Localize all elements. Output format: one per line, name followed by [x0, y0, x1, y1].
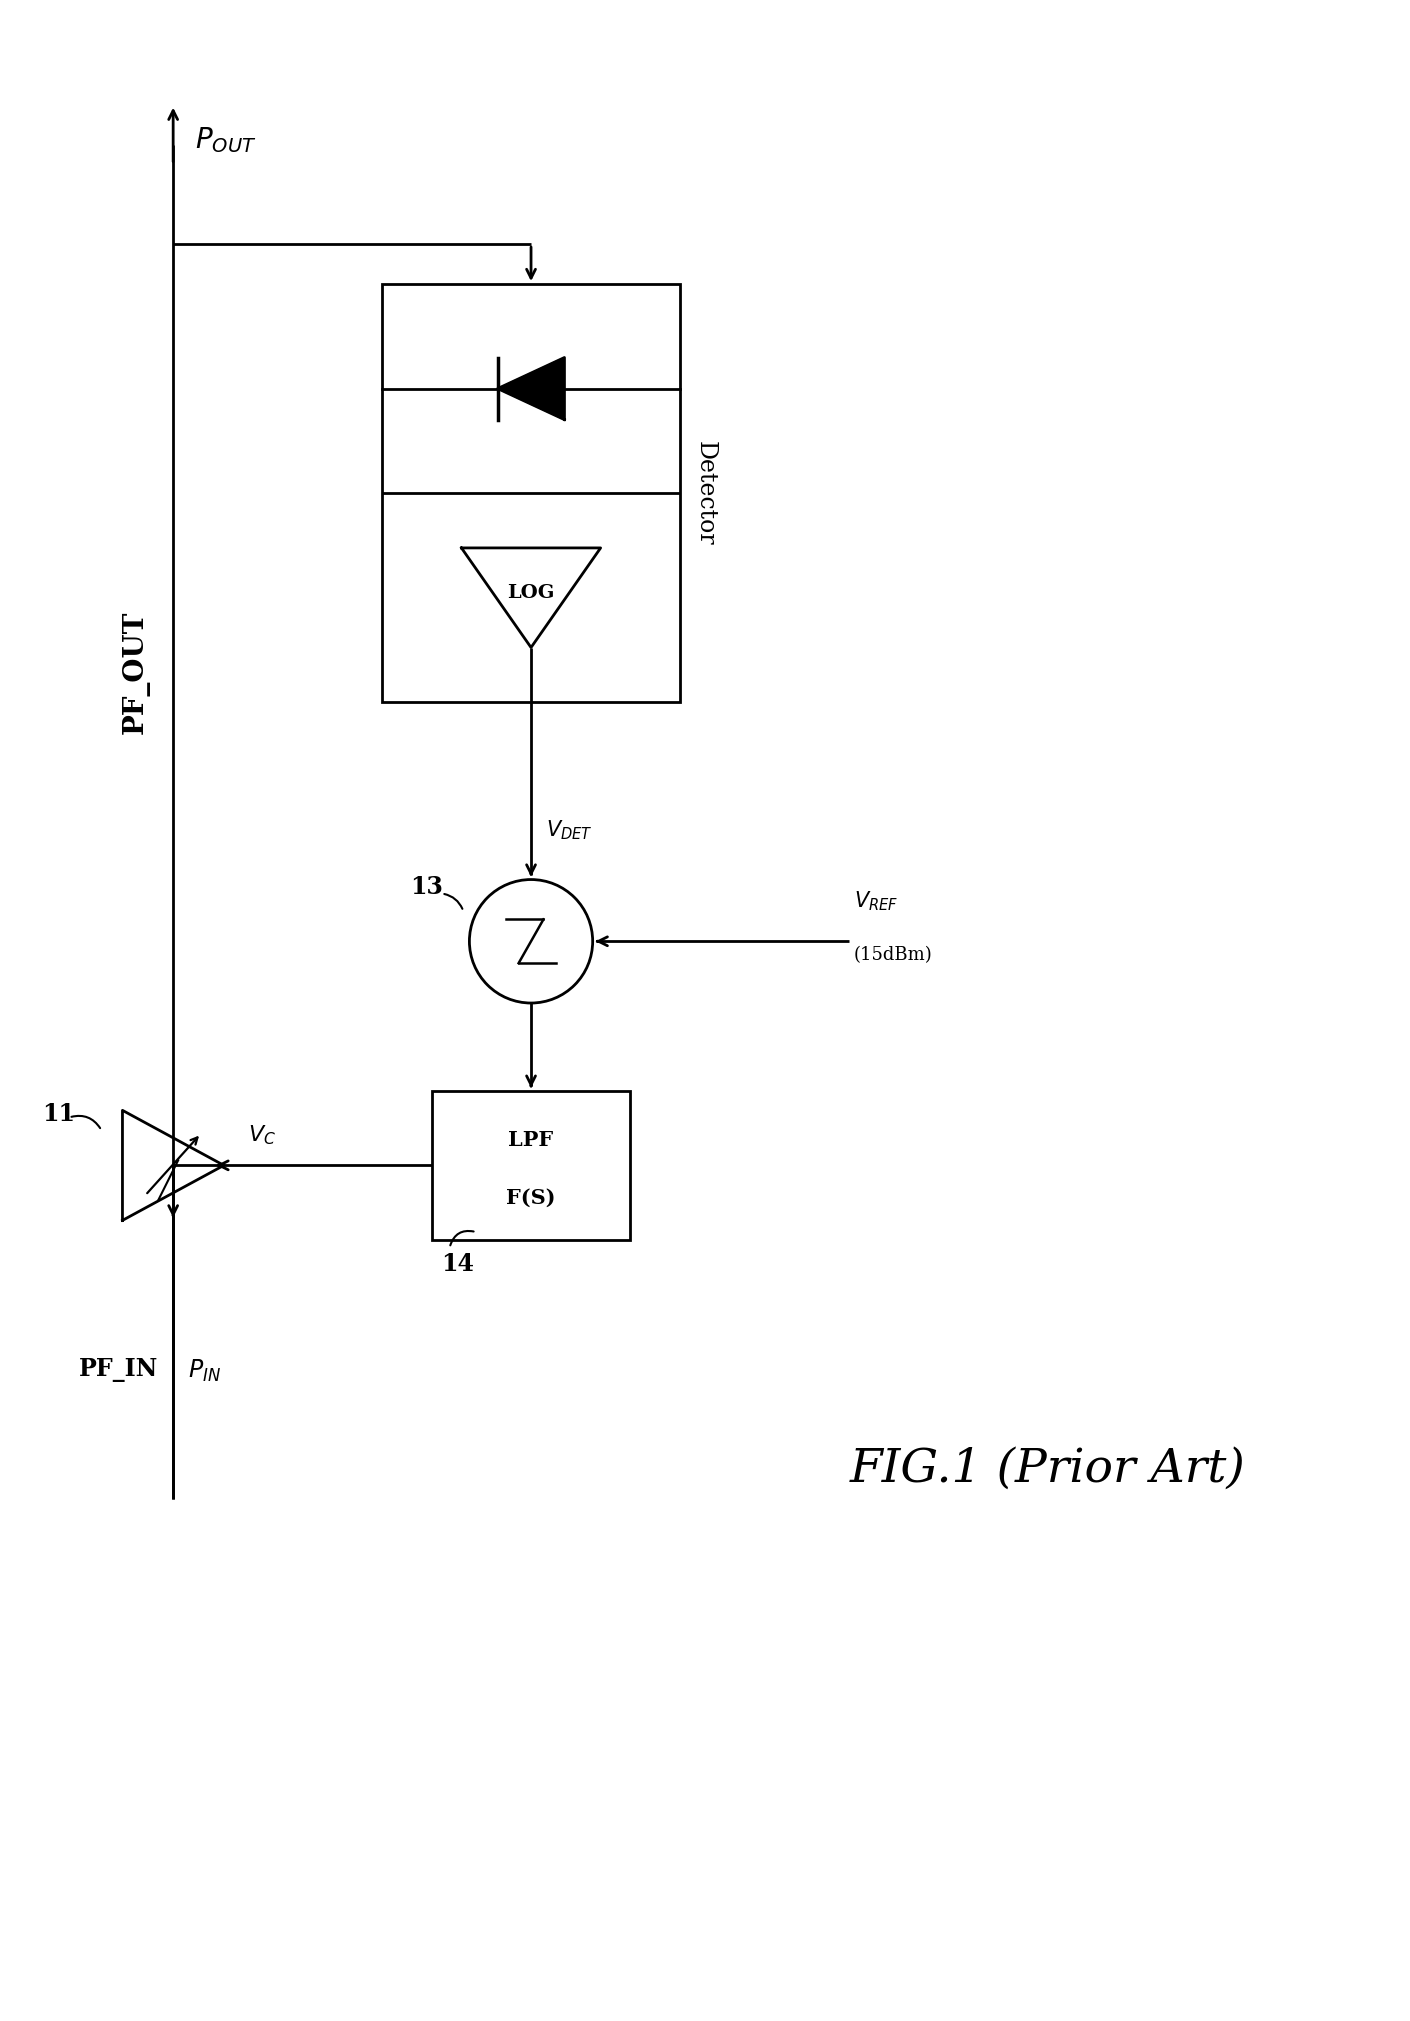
Text: FIG.1 (Prior Art): FIG.1 (Prior Art) [850, 1447, 1246, 1491]
Text: LOG: LOG [508, 584, 554, 602]
Text: $P_{IN}$: $P_{IN}$ [188, 1358, 221, 1384]
Text: 14: 14 [441, 1251, 475, 1275]
Text: F(S): F(S) [506, 1188, 556, 1209]
Text: $V_{REF}$: $V_{REF}$ [854, 889, 898, 913]
Polygon shape [498, 358, 564, 420]
Text: 13: 13 [410, 875, 443, 899]
Text: LPF: LPF [509, 1130, 554, 1150]
Text: $V_C$: $V_C$ [248, 1124, 276, 1148]
Text: $V_{DET}$: $V_{DET}$ [546, 819, 592, 841]
Text: PF_IN: PF_IN [79, 1358, 158, 1382]
Bar [431, 1091, 630, 1241]
Bar [382, 285, 680, 701]
Text: 11: 11 [42, 1101, 75, 1126]
Text: (15dBm): (15dBm) [854, 946, 933, 964]
Text: Detector: Detector [694, 441, 716, 546]
Text: $P_{OUT}$: $P_{OUT}$ [195, 125, 257, 154]
Circle shape [470, 879, 592, 1002]
Text: PF_OUT: PF_OUT [121, 610, 149, 734]
